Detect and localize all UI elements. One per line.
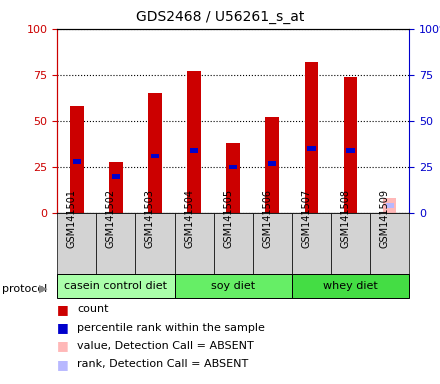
Bar — [190, 148, 198, 153]
Text: ■: ■ — [57, 358, 69, 371]
Bar — [214, 213, 253, 275]
Text: protocol: protocol — [2, 284, 48, 294]
Text: GDS2468 / U56261_s_at: GDS2468 / U56261_s_at — [136, 10, 304, 23]
Bar — [136, 213, 175, 275]
Text: GSM141501: GSM141501 — [67, 189, 77, 248]
Bar — [253, 213, 292, 275]
Text: GSM141507: GSM141507 — [301, 189, 312, 248]
Bar — [175, 213, 214, 275]
Text: GSM141504: GSM141504 — [184, 189, 194, 248]
Text: ▶: ▶ — [39, 284, 48, 294]
Bar — [383, 199, 396, 213]
Bar — [344, 77, 357, 213]
Bar — [370, 213, 409, 275]
Bar — [346, 148, 355, 153]
Text: whey diet: whey diet — [323, 281, 378, 291]
Text: GSM141509: GSM141509 — [380, 189, 390, 248]
Text: percentile rank within the sample: percentile rank within the sample — [77, 323, 265, 333]
Bar — [292, 213, 331, 275]
Text: value, Detection Call = ABSENT: value, Detection Call = ABSENT — [77, 341, 254, 351]
Bar — [175, 274, 292, 298]
Bar — [70, 106, 84, 213]
Bar — [148, 93, 162, 213]
Bar — [226, 143, 240, 213]
Bar — [187, 71, 201, 213]
Bar — [304, 62, 318, 213]
Text: GSM141503: GSM141503 — [145, 189, 155, 248]
Bar — [385, 204, 394, 208]
Bar — [73, 159, 81, 164]
Text: count: count — [77, 304, 109, 314]
Bar — [96, 213, 136, 275]
Bar — [265, 117, 279, 213]
Text: rank, Detection Call = ABSENT: rank, Detection Call = ABSENT — [77, 359, 248, 369]
Bar — [331, 213, 370, 275]
Bar — [112, 174, 120, 179]
Bar — [151, 154, 159, 158]
Text: ■: ■ — [57, 321, 69, 334]
Text: soy diet: soy diet — [211, 281, 255, 291]
Text: GSM141502: GSM141502 — [106, 189, 116, 248]
Text: ■: ■ — [57, 339, 69, 353]
Text: GSM141505: GSM141505 — [223, 189, 233, 248]
Bar — [307, 146, 315, 151]
Bar — [268, 161, 276, 166]
Text: GSM141508: GSM141508 — [341, 189, 351, 248]
Bar — [57, 213, 96, 275]
Text: GSM141506: GSM141506 — [262, 189, 272, 248]
Bar — [229, 165, 237, 169]
Bar — [292, 274, 409, 298]
Bar — [109, 162, 123, 213]
Text: ■: ■ — [57, 303, 69, 316]
Bar — [57, 274, 175, 298]
Text: casein control diet: casein control diet — [64, 281, 167, 291]
